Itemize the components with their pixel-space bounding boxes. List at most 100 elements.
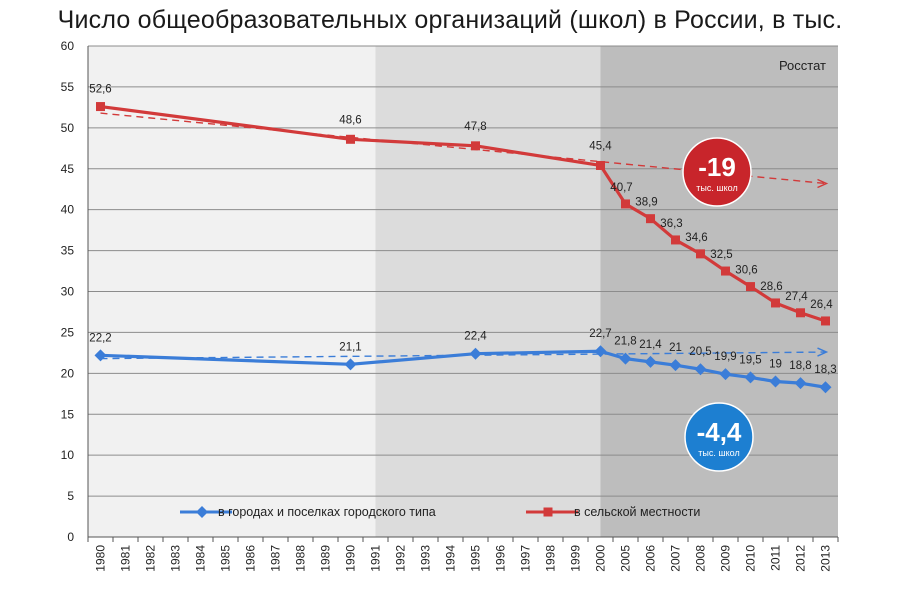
x-tick-label: 2005 (619, 545, 633, 572)
data-point (796, 308, 805, 318)
legend-marker (543, 507, 553, 517)
data-label: 32,5 (710, 249, 732, 261)
x-tick-label: 1980 (94, 545, 108, 572)
legend-label: в сельской местности (574, 505, 700, 519)
x-tick-label: 2009 (719, 545, 733, 572)
data-label: 21,4 (639, 339, 662, 351)
data-point (696, 249, 705, 259)
data-label: 48,6 (339, 114, 361, 126)
x-tick-label: 1999 (569, 545, 583, 572)
x-tick-label: 2012 (794, 545, 808, 572)
x-tick-label: 1985 (219, 545, 233, 572)
y-tick-label: 30 (61, 285, 75, 299)
data-label: 20,5 (689, 346, 711, 358)
data-point (821, 316, 830, 326)
badge-value: -4,4 (697, 417, 742, 447)
badge-value: -19 (698, 152, 736, 182)
data-point (96, 102, 105, 112)
x-tick-label: 1996 (494, 545, 508, 572)
data-point (471, 141, 480, 151)
chart-title: Число общеобразовательных организаций (ш… (57, 6, 843, 34)
x-tick-label: 1989 (319, 545, 333, 572)
data-point (794, 377, 807, 390)
source-label: Росстат (779, 58, 826, 73)
y-tick-label: 60 (61, 39, 75, 53)
x-tick-label: 1991 (369, 545, 383, 572)
x-tick-label: 2010 (744, 545, 758, 572)
data-point (721, 266, 730, 276)
data-point (94, 349, 107, 362)
data-point (619, 352, 632, 365)
x-tick-label: 1995 (469, 545, 483, 572)
x-tick-label: 1990 (344, 545, 358, 572)
data-label: 21,8 (614, 336, 636, 348)
data-point (671, 235, 680, 245)
x-tick-label: 1983 (169, 545, 183, 572)
legend-item: в сельской местности (526, 505, 700, 519)
data-label: 36,3 (660, 218, 682, 230)
data-label: 45,4 (589, 140, 612, 152)
data-point (344, 358, 357, 371)
legend-marker (196, 506, 208, 518)
data-label: 26,4 (810, 299, 833, 311)
y-tick-label: 45 (61, 162, 75, 176)
data-point (771, 298, 780, 308)
x-tick-label: 1998 (544, 545, 558, 572)
data-point (719, 368, 732, 381)
y-tick-label: 25 (61, 325, 75, 339)
legend-label: в городах и поселках городского типа (218, 505, 436, 519)
x-tick-label: 1997 (519, 545, 533, 572)
x-tick-label: 1993 (419, 545, 433, 572)
x-tick-label: 1986 (244, 545, 258, 572)
legend-item: в городах и поселках городского типа (180, 505, 436, 519)
data-label: 27,4 (785, 291, 808, 303)
y-tick-label: 55 (61, 80, 75, 94)
data-point (594, 345, 607, 358)
y-tick-label: 40 (61, 203, 75, 217)
data-label: 52,6 (89, 84, 111, 96)
x-tick-label: 1981 (119, 545, 133, 572)
x-tick-label: 1982 (144, 545, 158, 572)
x-tick-label: 1987 (269, 545, 283, 572)
x-tick-label: 2008 (694, 545, 708, 572)
series-rural: 52,6 48,6 47,8 45,4 40,738,936,334,632,530,6… (89, 84, 833, 326)
series-urban: 22,2 21,1 22,4 22,721,8 21,4 21 20,5 19,9 19,5 19… (89, 328, 837, 472)
data-point (596, 160, 605, 170)
x-tick-label: 1988 (294, 545, 308, 572)
data-label: 22,2 (89, 332, 111, 344)
data-point (819, 381, 832, 394)
data-point (646, 214, 655, 224)
trend-arrow (817, 347, 829, 357)
data-label: 28,6 (760, 281, 782, 293)
y-tick-label: 35 (61, 244, 75, 258)
x-tick-label: 2011 (769, 545, 783, 571)
data-point (644, 355, 657, 368)
x-tick-label: 2013 (819, 545, 833, 572)
y-tick-label: 20 (61, 366, 75, 380)
data-point (744, 371, 757, 384)
badge-caption: тыс. школ (698, 448, 739, 458)
x-tick-label: 2007 (669, 545, 683, 572)
data-label: 21 (669, 342, 682, 354)
data-label: 22,4 (464, 331, 487, 343)
data-point (469, 347, 482, 360)
data-point (746, 282, 755, 292)
trend-arrow (817, 178, 829, 189)
data-label: 34,6 (685, 232, 707, 244)
badge-caption: тыс. школ (696, 183, 737, 193)
x-tick-label: 2006 (644, 545, 658, 572)
y-tick-label: 50 (61, 121, 75, 135)
data-label: 21,1 (339, 341, 361, 353)
y-tick-label: 5 (67, 489, 74, 503)
y-tick-label: 0 (67, 530, 74, 544)
data-label: 19,5 (739, 354, 761, 366)
y-tick-label: 15 (61, 407, 75, 421)
data-label: 22,7 (589, 328, 611, 340)
data-point (694, 363, 707, 376)
data-point (669, 359, 682, 372)
x-tick-label: 1994 (444, 545, 458, 572)
data-label: 18,8 (789, 360, 811, 372)
change-badge (682, 137, 752, 207)
data-point (346, 134, 355, 144)
